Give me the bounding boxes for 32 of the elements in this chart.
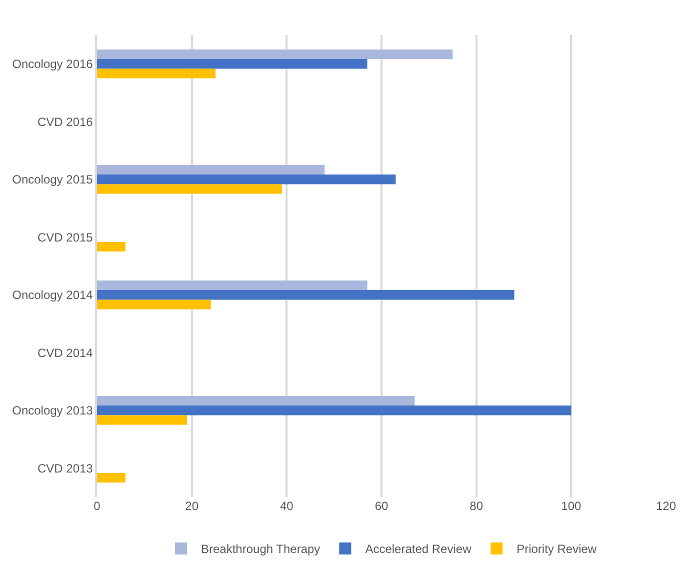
bar: [97, 396, 415, 406]
y-tick-label: CVD 2015: [37, 230, 94, 244]
bar: [97, 290, 514, 300]
x-tick-label: 20: [185, 499, 199, 513]
bar: [97, 68, 216, 78]
legend-label: Accelerated Review: [365, 542, 472, 556]
bar: [97, 472, 126, 483]
y-tick-label: Oncology 2013: [12, 404, 94, 418]
x-tick-label: 120: [656, 499, 676, 513]
y-tick-label: CVD 2016: [37, 114, 94, 129]
bar: [97, 242, 126, 252]
y-tick-label: CVD 2013: [37, 461, 94, 476]
x-tick-label: 40: [280, 499, 294, 513]
y-tick-label: CVD 2014: [37, 346, 94, 360]
bar: [97, 174, 396, 184]
x-tick-label: 0: [94, 499, 101, 513]
x-tick-label: 80: [470, 499, 484, 513]
x-tick-label: 100: [561, 499, 582, 513]
bar: [97, 49, 453, 60]
bar: [97, 415, 188, 425]
bar: [97, 300, 211, 310]
bar: [97, 184, 282, 194]
y-tick-label: Oncology 2015: [12, 172, 94, 187]
y-tick-label: Oncology 2014: [12, 288, 94, 302]
x-tick-label: 60: [374, 499, 388, 513]
bar: [97, 59, 368, 69]
legend-label: Breakthrough Therapy: [201, 542, 320, 556]
legend-label: Priority Review: [516, 542, 597, 556]
y-tick-label: Oncology 2016: [12, 57, 94, 72]
bar: [97, 280, 368, 290]
bar: [97, 164, 325, 175]
bar: [97, 406, 572, 416]
